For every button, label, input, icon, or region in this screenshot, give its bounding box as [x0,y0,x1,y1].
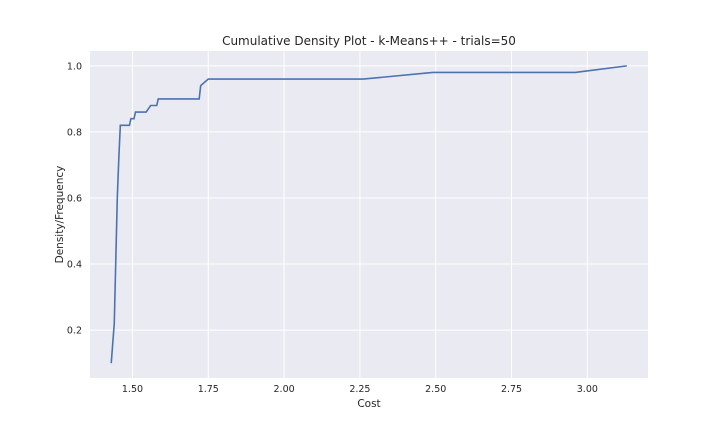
x-axis-label: Cost [357,398,380,410]
grid-lines [90,51,648,378]
y-tick-label: 0.4 [67,260,82,271]
x-tick-label: 1.50 [122,384,143,395]
chart-title: Cumulative Density Plot - k-Means++ - tr… [222,34,516,48]
y-tick-label: 0.6 [67,193,82,204]
x-tick-label: 2.75 [501,384,522,395]
y-axis-ticks: 0.2 0.4 0.6 0.8 1.0 [67,61,82,336]
y-tick-label: 0.8 [67,127,82,138]
x-tick-label: 3.00 [577,384,598,395]
plot-area [90,51,648,378]
x-tick-label: 1.75 [198,384,219,395]
y-tick-label: 1.0 [67,61,82,72]
x-tick-label: 2.25 [349,384,370,395]
x-axis-ticks: 1.50 1.75 2.00 2.25 2.50 2.75 3.00 [122,384,598,395]
series-line [110,65,627,364]
x-tick-label: 2.50 [425,384,446,395]
x-tick-label: 2.00 [274,384,295,395]
y-tick-label: 0.2 [67,326,82,337]
y-axis-label: Density/Frequency [54,166,66,264]
